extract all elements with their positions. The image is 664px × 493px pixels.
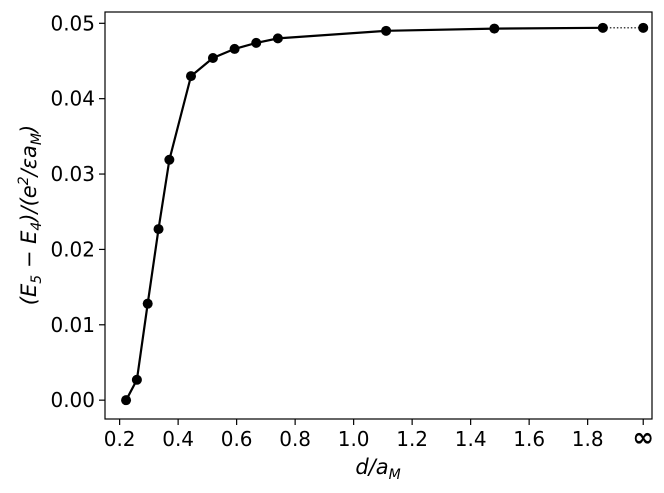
y-axis-ticks: 0.00 0.01 0.02 0.03 0.04 0.05 <box>50 11 105 412</box>
data-point <box>251 37 262 48</box>
x-tick-label-infinity: ∞ <box>632 423 654 453</box>
x-tick-label: 1.0 <box>338 427 370 451</box>
data-point <box>185 71 196 82</box>
data-point <box>229 43 240 54</box>
x-tick-label: 0.6 <box>221 427 253 451</box>
data-point <box>272 33 283 44</box>
data-point <box>381 25 392 36</box>
data-point <box>153 224 164 235</box>
y-axis-label: (E5 − E4)/(e2/εaM) <box>16 125 45 305</box>
x-tick-label: 1.2 <box>396 427 428 451</box>
series-line <box>125 26 603 401</box>
data-point <box>131 374 142 385</box>
x-tick-label: 0.8 <box>279 427 311 451</box>
y-tick-label: 0.01 <box>50 313 95 337</box>
x-tick-label: 1.8 <box>572 427 604 451</box>
y-tick-label: 0.04 <box>50 87 95 111</box>
x-axis-label: d/aM <box>355 455 400 483</box>
y-tick-label: 0.03 <box>50 162 95 186</box>
y-tick-label: 0.00 <box>50 388 95 412</box>
data-point <box>164 154 175 165</box>
x-tick-label: 0.2 <box>104 427 136 451</box>
x-tick-label: 1.4 <box>455 427 487 451</box>
series-layer <box>121 22 649 406</box>
data-point <box>121 395 132 406</box>
data-point <box>207 52 218 63</box>
y-tick-label: 0.05 <box>50 11 95 35</box>
x-axis-ticks: 0.2 0.4 0.6 0.8 1.0 1.2 1.4 1.6 1.8 ∞ <box>104 419 654 453</box>
data-point <box>142 298 153 309</box>
data-point <box>489 23 500 34</box>
data-point <box>597 22 608 33</box>
data-point-infinity <box>638 22 649 33</box>
x-tick-label: 1.6 <box>513 427 545 451</box>
y-tick-label: 0.02 <box>50 237 95 261</box>
x-tick-label: 0.4 <box>162 427 194 451</box>
plot-frame <box>104 11 653 420</box>
